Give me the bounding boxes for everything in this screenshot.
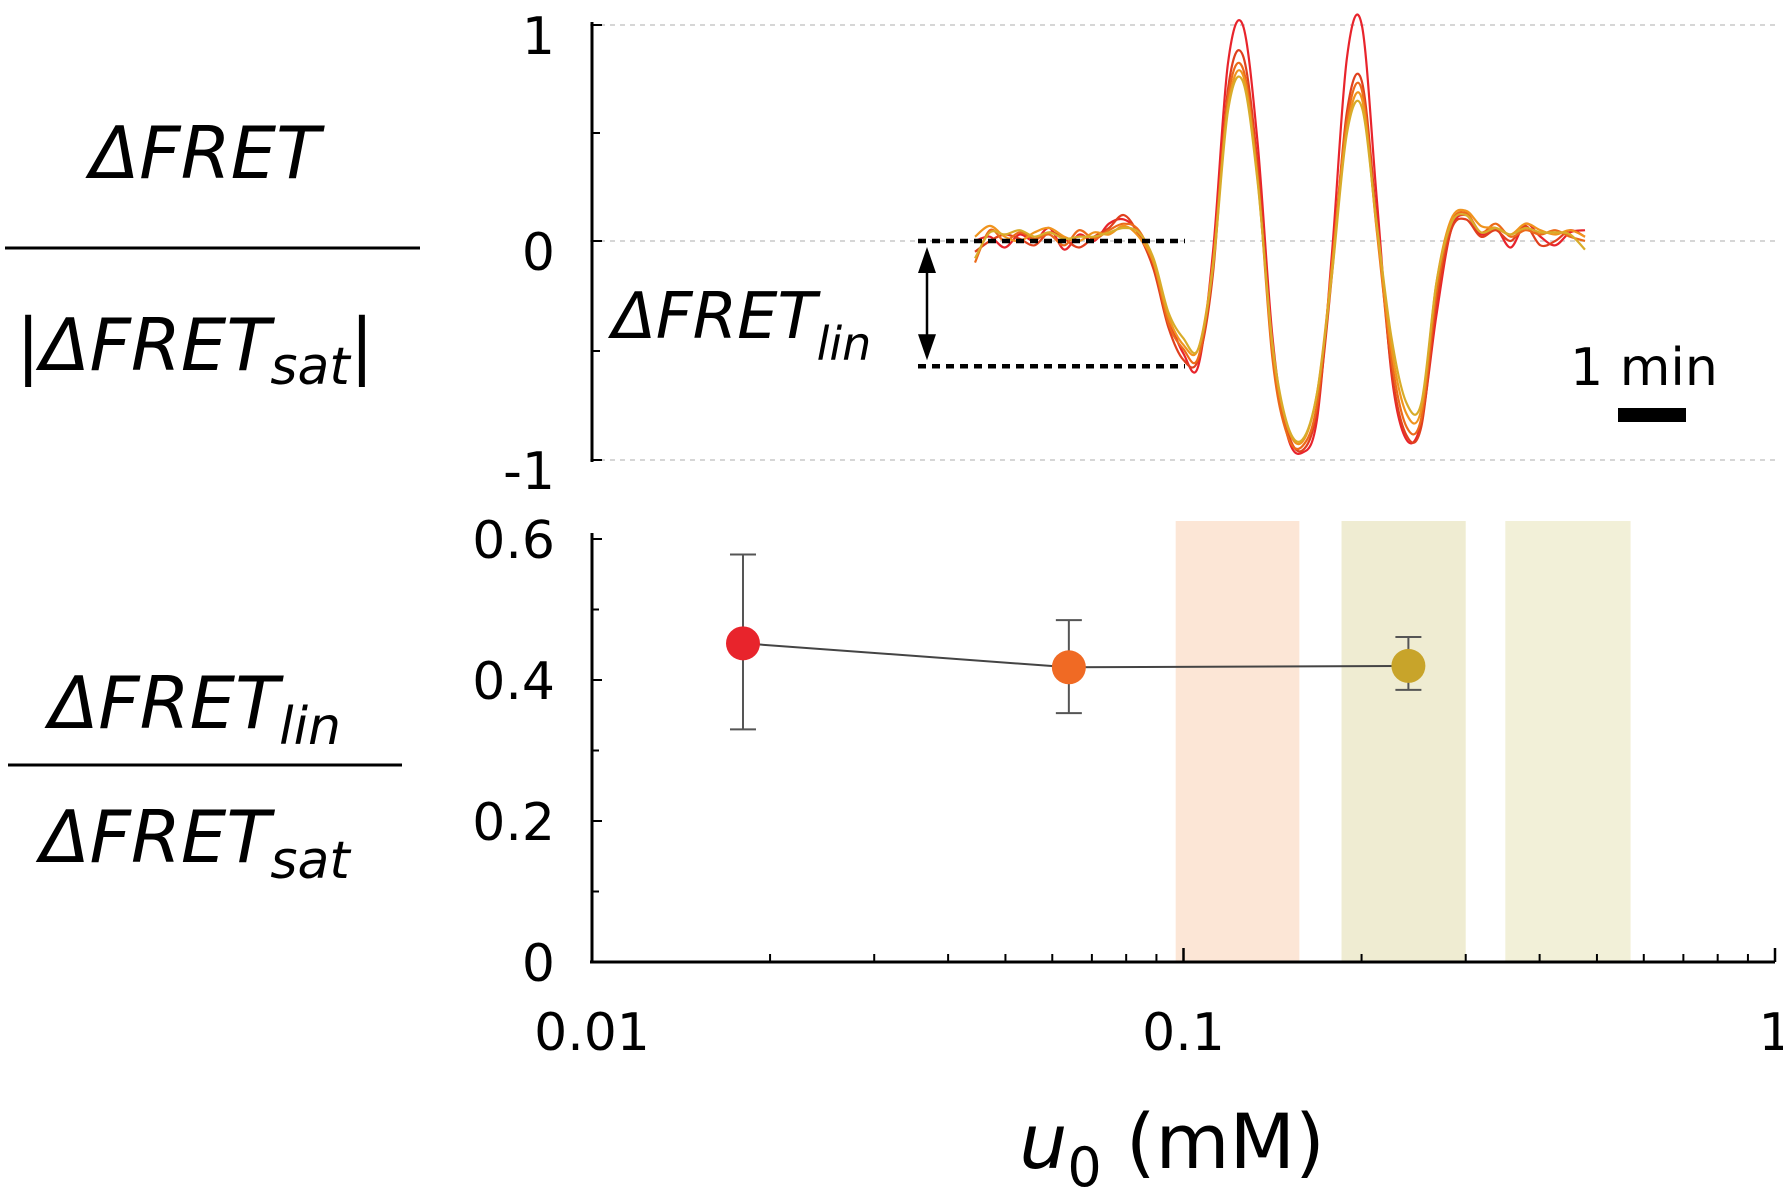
data-point-0: [725, 626, 760, 661]
top-panel: ΔFRET |ΔFRETsat| 1 0 -1 ΔFRETlin 1 min: [5, 7, 1780, 502]
bottom-ylabel-denominator: ΔFRETsat: [35, 795, 351, 891]
arrow-up-icon: [918, 247, 936, 273]
top-traces: [973, 13, 1586, 455]
scalebar: [1618, 408, 1686, 422]
shaded-band-2: [1505, 521, 1631, 962]
bottom-ylabel-numerator: ΔFRETlin: [44, 661, 341, 757]
data-points: [725, 553, 1426, 731]
x-tick-label: 1: [1758, 1003, 1783, 1063]
annotation-label: ΔFRETlin: [607, 280, 871, 371]
y-tick-label: 0.4: [472, 652, 555, 712]
shaded-band-0: [1175, 521, 1300, 962]
trace-4: [974, 75, 1586, 443]
bottom-x-ticks: 0.01 0.1 1: [534, 948, 1783, 1063]
arrow-down-icon: [918, 334, 936, 361]
top-ylabel-numerator: ΔFRET: [85, 111, 325, 195]
x-tick-label: 0.1: [1142, 1003, 1225, 1063]
x-tick-label: 0.01: [534, 1003, 650, 1063]
top-y-tick-label: 0: [522, 223, 555, 283]
shaded-band-1: [1341, 521, 1466, 962]
data-point-1: [1051, 650, 1086, 685]
bottom-y-ticks: 0 0.2 0.4 0.6: [472, 511, 602, 994]
top-y-tick-label: -1: [503, 442, 555, 502]
bottom-xlabel: u0 (mM): [1019, 1097, 1325, 1192]
shaded-bands: [1175, 521, 1631, 962]
y-tick-label: 0.2: [472, 793, 555, 853]
scalebar-label: 1 min: [1570, 338, 1718, 398]
y-tick-label: 0.6: [472, 511, 555, 571]
top-y-tick-label: 1: [522, 7, 555, 67]
y-tick-label: 0: [522, 934, 555, 994]
top-ylabel-denominator: |ΔFRETsat|: [16, 303, 374, 397]
bottom-panel: ΔFRETlin ΔFRETsat 0 0.2 0.4 0.6 0.01 0.1 1 u0…: [8, 511, 1783, 1192]
data-point-2: [1391, 648, 1426, 683]
